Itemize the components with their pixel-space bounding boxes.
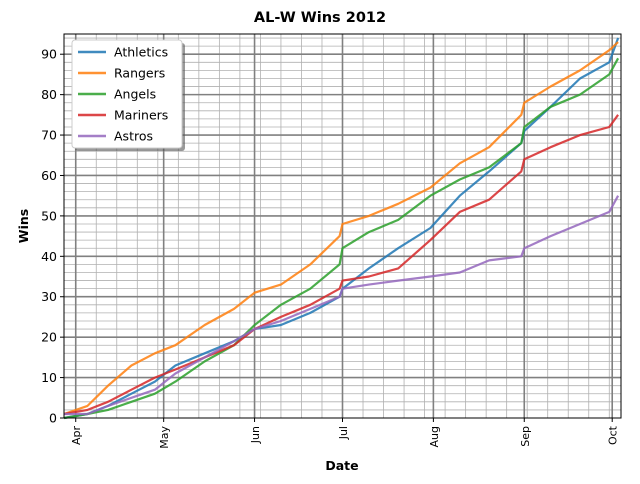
x-tick-label: Apr xyxy=(70,426,83,446)
x-axis-label: Date xyxy=(325,458,358,473)
legend-label: Athletics xyxy=(114,45,168,60)
y-tick-label: 80 xyxy=(41,87,57,102)
y-tick-label: 40 xyxy=(41,249,57,264)
y-tick-label: 60 xyxy=(41,168,57,183)
series-line-rangers xyxy=(63,41,619,416)
y-tick-label: 20 xyxy=(41,330,57,345)
y-axis-label: Wins xyxy=(16,209,31,243)
y-tick-label: 10 xyxy=(41,370,57,385)
x-tick-label: Aug xyxy=(428,426,441,447)
series-line-astros xyxy=(64,195,620,416)
x-tick-label: Jun xyxy=(249,426,262,444)
plot-area: 0 10 20 30 40 50 60 70 80 90 Apr May Jun Jul Aug Sep Oct… xyxy=(41,33,622,449)
x-tick-label: Oct xyxy=(607,425,620,445)
y-tick-label: 50 xyxy=(41,208,57,223)
chart-title: AL-W Wins 2012 xyxy=(254,10,386,26)
series-line-angels xyxy=(63,57,620,420)
legend-label: Astros xyxy=(114,129,153,144)
series-line-mariners xyxy=(63,114,619,416)
x-tick-label: Jul xyxy=(337,426,350,440)
legend-label: Rangers xyxy=(114,66,165,81)
legend-label: Mariners xyxy=(114,108,168,123)
legend-box xyxy=(71,39,183,149)
legend-label: Angels xyxy=(114,87,156,102)
y-tick-label: 70 xyxy=(41,128,57,143)
y-tick-label: 0 xyxy=(49,411,57,426)
x-tick-label: May xyxy=(158,426,171,449)
x-tick-label: Sep xyxy=(519,426,532,447)
y-tick-label: 30 xyxy=(41,289,57,304)
y-tick-label: 90 xyxy=(41,47,57,62)
